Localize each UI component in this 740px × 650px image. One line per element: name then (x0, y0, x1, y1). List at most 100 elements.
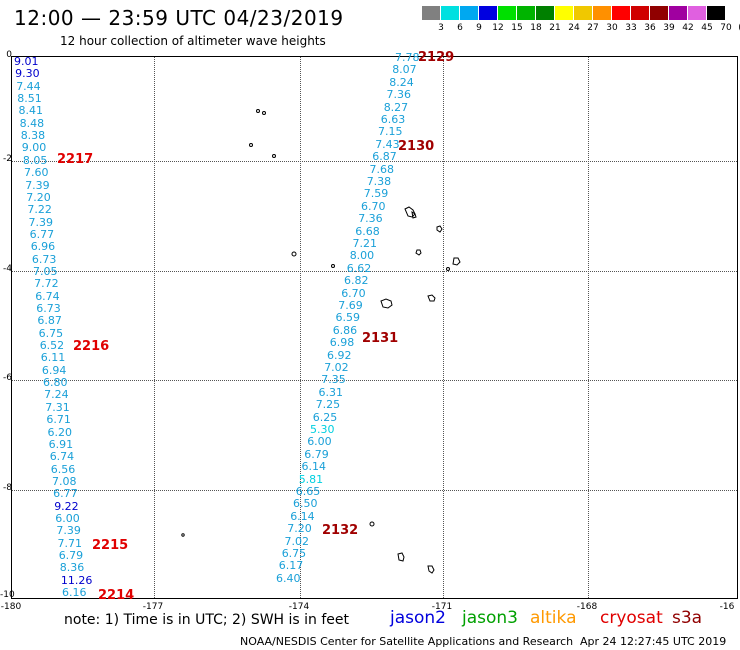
scale-swatch (631, 6, 650, 20)
wave-height-value: 7.20 (287, 522, 312, 536)
footer-source: NOAA/NESDIS Center for Satellite Applica… (240, 635, 574, 648)
wave-height-value: 8.48 (19, 116, 45, 130)
lon-label: -171 (431, 602, 453, 612)
legend-cryosat: cryosat (600, 608, 663, 628)
wave-height-value: 6.79 (304, 447, 329, 461)
lat-label: -4 (3, 264, 12, 274)
wave-height-value: 6.14 (290, 509, 315, 523)
wave-height-value: 6.73 (31, 252, 57, 266)
scale-swatch (555, 6, 574, 20)
wave-height-value: 7.02 (284, 534, 310, 548)
wave-height-value: 6.70 (361, 199, 386, 213)
wave-height-value: 6.31 (318, 385, 344, 399)
wave-height-value: 7.36 (386, 88, 412, 102)
wave-height-value: 6.79 (58, 549, 84, 562)
legend-jason2: jason2 (390, 608, 446, 628)
scale-swatch (422, 6, 441, 20)
scale-swatch (498, 6, 517, 20)
wave-height-value: 6.77 (53, 487, 78, 501)
wave-height-value: 6.98 (329, 336, 355, 350)
wave-height-value: 7.25 (315, 398, 341, 412)
wave-height-value: 6.75 (281, 547, 307, 560)
scale-swatch (650, 6, 669, 20)
wave-height-value: 8.41 (18, 104, 44, 118)
wave-height-value: 6.91 (48, 437, 74, 451)
scale-swatch (612, 6, 631, 20)
grid-line-lat-4 (12, 271, 737, 272)
scale-swatch (669, 6, 688, 20)
wave-height-value: 6.74 (49, 450, 75, 464)
note-text: note: 1) Time is in UTC; 2) SWH is in fe… (64, 612, 350, 628)
lat-label: -10 (0, 590, 15, 600)
wave-height-value: 6.62 (346, 261, 372, 275)
wave-height-value: 6.17 (278, 559, 304, 573)
wave-height-value: 9.30 (15, 67, 40, 81)
wave-height-value: 8.51 (17, 92, 42, 105)
lon-label: -177 (142, 602, 164, 612)
wave-height-value: 7.43 (375, 137, 400, 151)
scale-label: 18 (530, 23, 542, 33)
map-title: 12:00 — 23:59 UTC 04/23/2019 (14, 6, 344, 30)
legend-s3a: s3a (672, 608, 703, 628)
wave-height-value: 7.72 (34, 277, 59, 291)
scale-label: 45 (701, 23, 713, 33)
wave-height-value: 7.08 (52, 474, 77, 488)
scale-swatch (517, 6, 536, 20)
scale-label: 33 (625, 23, 637, 33)
wave-height-value: 7.71 (57, 536, 83, 550)
pass-label: 2131 (362, 331, 399, 346)
legend-jason3: jason3 (462, 608, 518, 628)
scale-label: 12 (492, 23, 504, 33)
scale-swatch (536, 6, 555, 20)
map-plot (11, 56, 738, 599)
wave-height-value: 7.69 (338, 299, 363, 312)
wave-height-value: 11.26 (60, 573, 93, 587)
wave-height-value: 6.40 (276, 571, 301, 585)
pass-label: 2130 (398, 139, 435, 154)
wave-height-value: 7.44 (16, 79, 41, 93)
pass-label: 2217 (57, 152, 94, 167)
wave-height-value: 7.02 (324, 361, 349, 374)
scale-swatch (688, 6, 707, 20)
wave-height-value: 6.96 (30, 240, 56, 254)
wave-height-value: 7.05 (33, 264, 58, 278)
wave-height-value: 6.94 (41, 363, 67, 377)
scale-label: 36 (644, 23, 656, 33)
scale-swatch (460, 6, 479, 20)
wave-height-value: 6.74 (35, 289, 60, 303)
grid-line-lat-2 (12, 161, 737, 162)
wave-height-value: 7.39 (28, 215, 54, 229)
wave-height-value: 6.80 (43, 376, 68, 390)
wave-height-value: 8.24 (389, 75, 414, 89)
wave-height-value: 6.63 (380, 113, 406, 126)
wave-height-value: 5.81 (298, 472, 324, 486)
scale-label: 9 (476, 23, 482, 33)
wave-height-value: 7.60 (24, 166, 49, 180)
footer-timestamp: Apr 24 12:27:45 UTC 2019 (580, 635, 727, 648)
wave-height-value: 8.05 (22, 153, 48, 167)
grid-line-lon-177 (154, 57, 155, 598)
island-outlines (181, 109, 461, 574)
lon-label: -180 (0, 602, 22, 612)
wave-height-value: 7.21 (352, 237, 378, 250)
wave-height-value: 7.35 (321, 373, 346, 387)
wave-height-value: 9.22 (54, 499, 79, 513)
scale-label: 30 (606, 23, 618, 33)
wave-height-value: 6.00 (307, 435, 332, 449)
scale-label: 15 (511, 23, 523, 33)
wave-height-value: 6.92 (327, 348, 352, 362)
lat-label: 0 (6, 50, 12, 60)
wave-height-value: 6.77 (29, 227, 55, 241)
pass-label: 2129 (418, 50, 455, 65)
legend-altika: altika (530, 608, 577, 628)
lon-label: -168 (576, 602, 598, 612)
wave-height-value: 9.01 (14, 55, 39, 68)
pass-label: 2215 (92, 538, 129, 553)
grid-line-lon-171 (443, 57, 444, 598)
pass-label: 2216 (73, 339, 110, 354)
lon-label: -16 (719, 602, 735, 612)
wave-height-value: 9.00 (21, 141, 47, 155)
wave-height-value: 7.39 (25, 178, 50, 192)
wave-height-value: 7.20 (26, 190, 51, 204)
wave-height-value: 6.20 (47, 425, 73, 439)
